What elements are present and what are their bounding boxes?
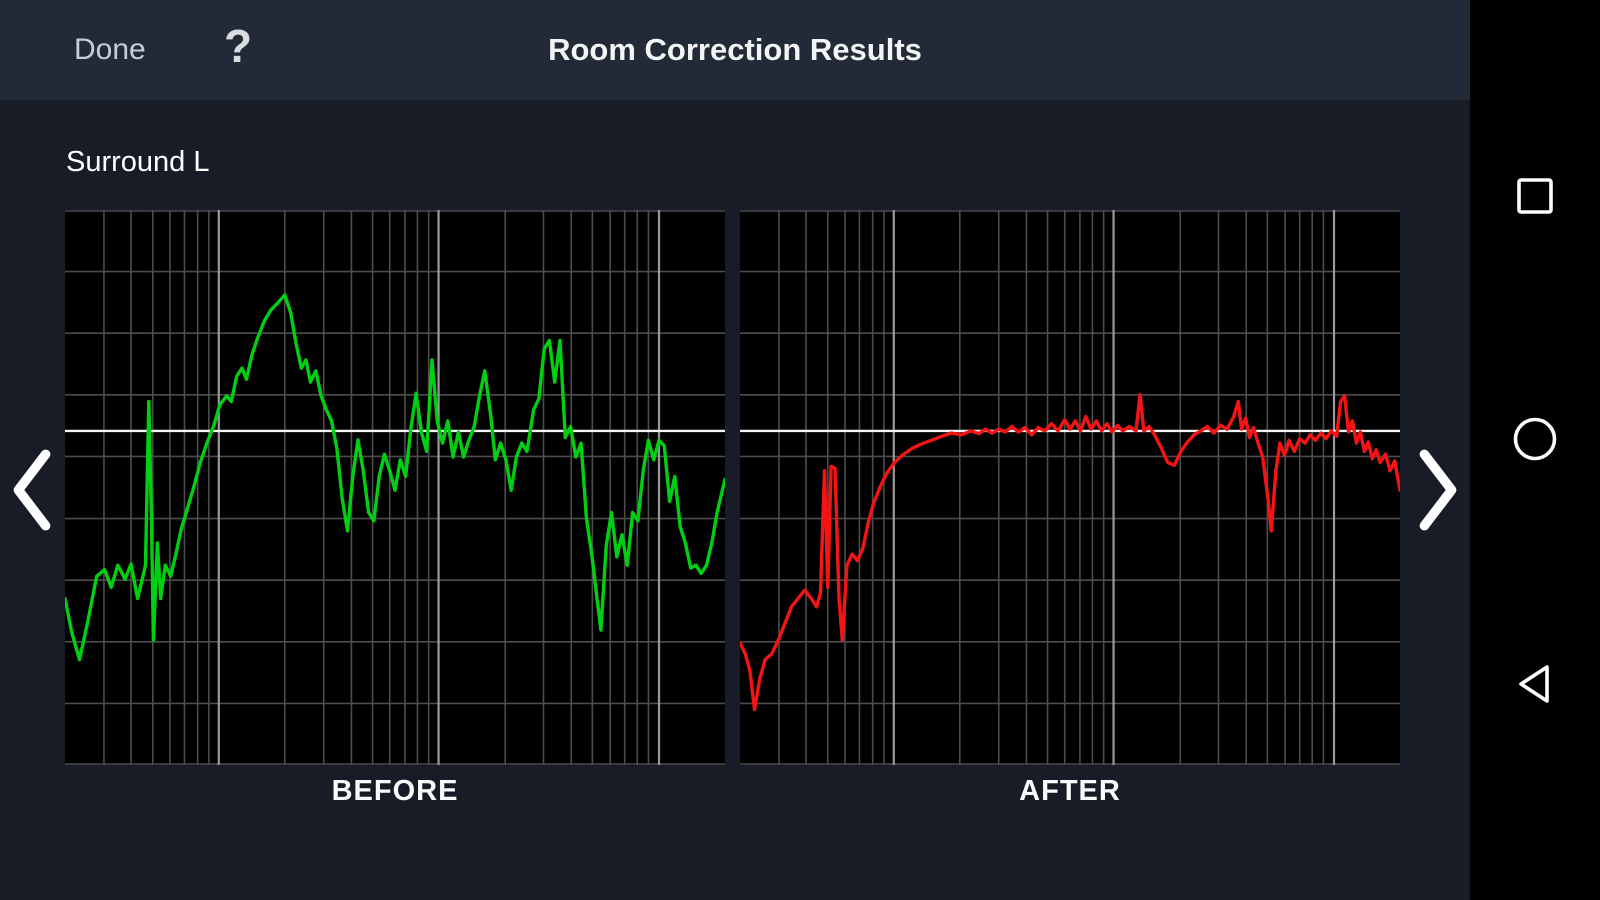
chevron-right-icon xyxy=(1419,449,1457,531)
done-button[interactable]: Done xyxy=(74,0,146,100)
recents-square-icon xyxy=(1517,178,1553,214)
chevron-left-icon xyxy=(13,449,51,531)
home-button[interactable] xyxy=(1512,416,1558,462)
help-button[interactable]: ? xyxy=(224,0,252,96)
after-chart-label: AFTER xyxy=(1019,775,1121,807)
android-navigation-bar xyxy=(1470,0,1600,900)
before-chart-panel: BEFORE xyxy=(65,210,725,807)
after-chart xyxy=(740,210,1400,765)
app-bar: Done ? Room Correction Results xyxy=(0,0,1470,100)
recents-button[interactable] xyxy=(1515,176,1555,216)
page-title: Room Correction Results xyxy=(548,32,922,67)
before-chart-label: BEFORE xyxy=(331,775,459,807)
back-button[interactable] xyxy=(1515,662,1555,706)
channel-label: Surround L xyxy=(66,146,210,178)
before-chart xyxy=(65,210,725,765)
home-circle-icon xyxy=(1513,417,1557,461)
next-channel-button[interactable] xyxy=(1414,448,1462,532)
app-window: Done ? Room Correction Results Surround … xyxy=(0,0,1470,900)
prev-channel-button[interactable] xyxy=(8,448,56,532)
after-chart-panel: AFTER xyxy=(740,210,1400,807)
back-triangle-icon xyxy=(1519,665,1549,703)
